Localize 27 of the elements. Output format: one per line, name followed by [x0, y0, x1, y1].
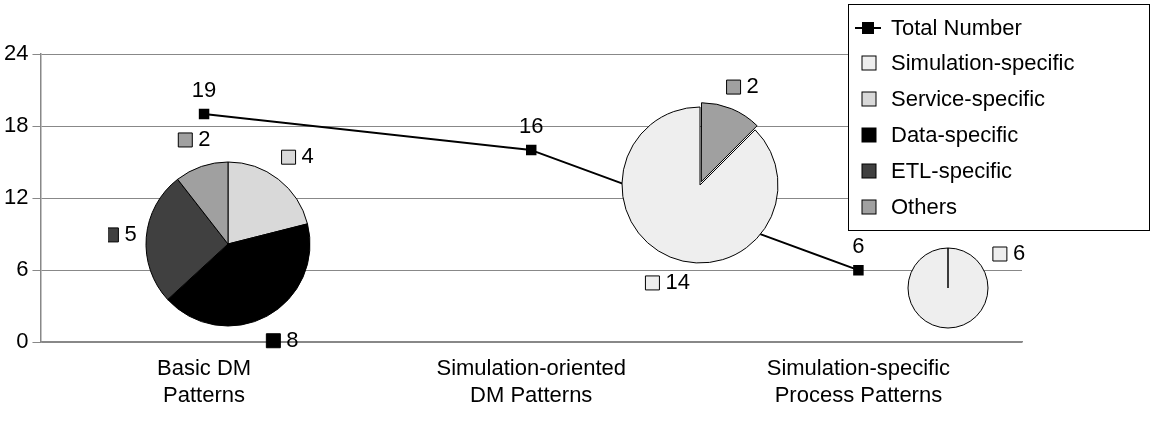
data-label: 8 [286, 326, 299, 352]
legend-label: Others [891, 194, 958, 220]
y-tick-label: 18 [3, 112, 29, 138]
y-tick-label: 0 [16, 328, 29, 354]
data-label: 2 [198, 126, 211, 152]
point [198, 108, 210, 120]
x-tick-label: Basic DM Patterns [157, 355, 252, 407]
y-tick-label: 12 [3, 184, 29, 210]
data-label: 19 [191, 77, 217, 103]
data-label: 6 [852, 233, 865, 259]
legend-label: Service-specific [891, 86, 1046, 112]
x-tick-label: Simulation-specific Process Patterns [766, 355, 951, 407]
point [853, 264, 864, 276]
data-label: 16 [518, 113, 544, 139]
y-tick-label: 24 [3, 40, 29, 66]
x-tick-label: Simulation-oriented DM Patterns [436, 355, 627, 407]
y-tick-label: 6 [16, 256, 29, 282]
data-label: 4 [301, 143, 314, 169]
data-label: 5 [124, 220, 137, 246]
data-label: 6 [1012, 240, 1026, 266]
legend-label: Simulation-specific [891, 50, 1075, 76]
data-label: 2 [746, 73, 759, 99]
legend-label: ETL-specific [891, 158, 1013, 184]
point [525, 144, 537, 156]
legend-label: Data-specific [891, 122, 1019, 148]
legend-label: Total Number [891, 15, 1022, 41]
data-label: 14 [665, 268, 690, 294]
